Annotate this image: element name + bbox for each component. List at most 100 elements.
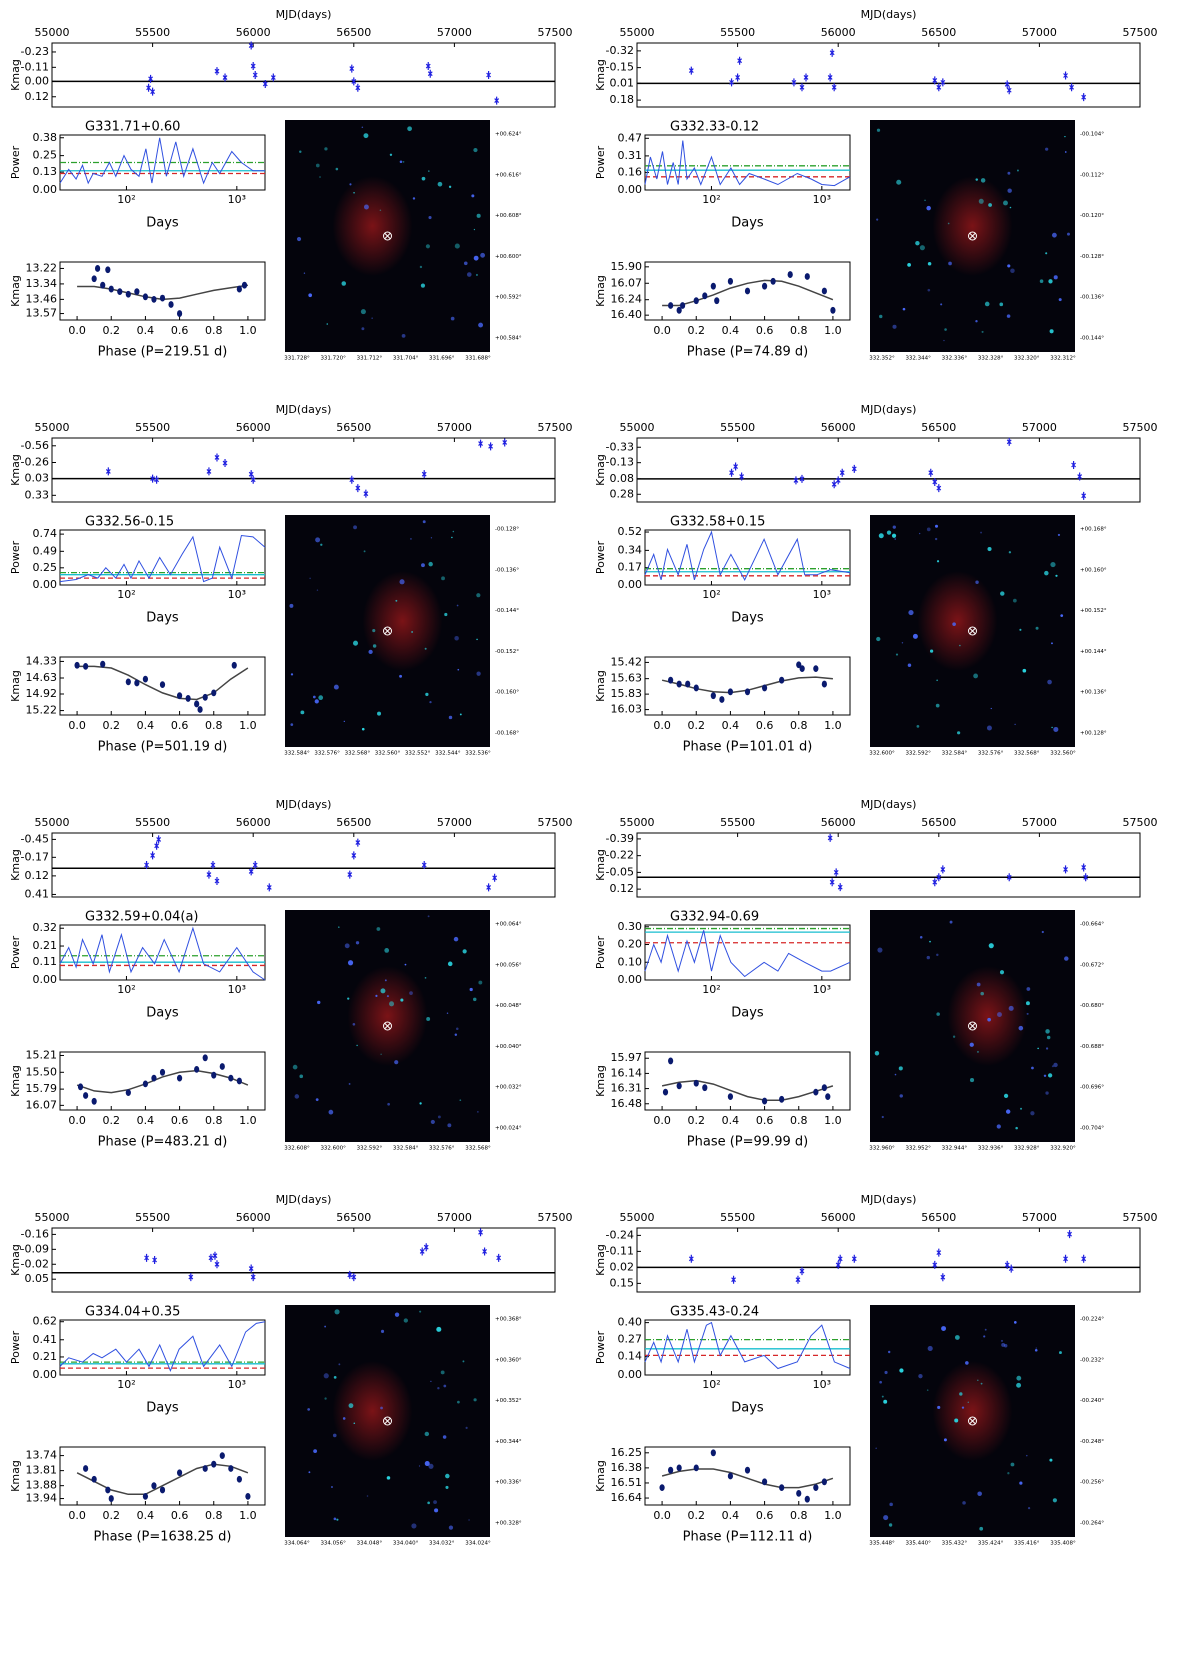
star — [437, 1115, 441, 1119]
star — [1045, 252, 1048, 255]
plot-frame — [59, 924, 266, 981]
y-tick-label: 14.92 — [26, 687, 58, 700]
star — [299, 1074, 304, 1079]
plot-frame — [644, 529, 851, 586]
image-y-label: +00.040° — [495, 1044, 522, 1050]
star — [1045, 1029, 1050, 1034]
star — [380, 988, 386, 994]
y-tick-label: 14.63 — [26, 671, 58, 684]
data-point — [208, 1253, 214, 1262]
x-axis-label: MJD(days) — [861, 8, 917, 21]
x-tick-label: 56000 — [236, 816, 271, 829]
x-tick-label: 10² — [117, 588, 135, 601]
image-y-label: +00.048° — [495, 1003, 522, 1009]
data-point — [799, 665, 805, 672]
star — [348, 1403, 354, 1409]
x-tick-label: 1.0 — [239, 719, 257, 732]
data-point — [347, 1270, 353, 1279]
y-tick-label: 0.12 — [25, 869, 50, 882]
star — [443, 1384, 447, 1388]
image-x-label: 332.344° — [905, 356, 931, 362]
star — [934, 524, 939, 528]
data-point — [219, 1452, 225, 1459]
x-tick-label: 0.4 — [722, 324, 740, 337]
star — [1030, 1111, 1035, 1116]
star — [445, 1473, 450, 1479]
data-point — [222, 73, 228, 82]
plot-frame — [59, 261, 266, 321]
x-tick-label: 0.6 — [756, 1114, 774, 1127]
data-point — [744, 1466, 751, 1474]
power-line — [644, 530, 851, 582]
data-point — [197, 706, 203, 713]
star — [379, 209, 382, 212]
data-point — [154, 841, 160, 850]
y-tick-label: 0.74 — [33, 527, 58, 540]
data-point — [693, 1464, 699, 1472]
star — [1045, 1047, 1049, 1050]
star — [410, 538, 412, 540]
image-y-label: -00.168° — [495, 731, 519, 737]
data-point — [839, 468, 845, 477]
x-axis-label: MJD(days) — [276, 1193, 332, 1206]
star — [426, 1017, 431, 1021]
data-point — [827, 833, 833, 842]
image-y-label: -00.264° — [1080, 1521, 1104, 1527]
y-tick-label: 16.38 — [611, 1461, 643, 1474]
y-axis-label: Kmag — [9, 849, 22, 881]
data-point — [150, 87, 156, 96]
x-tick-label: 0.0 — [68, 719, 86, 732]
sky-image — [870, 910, 1075, 1142]
star — [376, 927, 381, 931]
star — [471, 194, 475, 198]
star — [361, 727, 365, 731]
y-axis-label: Kmag — [9, 1460, 22, 1492]
star — [419, 265, 423, 269]
x-tick-label: 55500 — [720, 1211, 755, 1224]
x-axis-label: MJD(days) — [861, 403, 917, 416]
star — [419, 1102, 422, 1105]
data-point — [1004, 80, 1010, 89]
star — [319, 176, 321, 178]
star — [475, 273, 478, 276]
data-point — [248, 867, 254, 876]
star — [1064, 135, 1066, 138]
data-point — [803, 73, 809, 82]
x-tick-label: 0.8 — [205, 719, 223, 732]
emission-region — [947, 966, 1028, 1066]
star — [1019, 1481, 1023, 1485]
data-point — [932, 878, 938, 887]
y-axis-label: Kmag — [594, 670, 607, 702]
y-tick-label: 0.12 — [610, 882, 635, 895]
image-y-label: -00.128° — [495, 527, 519, 533]
y-axis-label: Kmag — [594, 1244, 607, 1276]
image-x-label: 332.592° — [357, 1146, 383, 1152]
image-y-label: -00.104° — [1080, 132, 1104, 138]
data-point — [831, 480, 837, 489]
star — [878, 533, 884, 539]
star — [454, 1033, 458, 1036]
data-point — [194, 1066, 200, 1073]
star — [316, 589, 319, 591]
x-tick-label: 0.6 — [171, 1114, 189, 1127]
data-point — [159, 1068, 166, 1076]
image-y-label: +00.328° — [495, 1521, 522, 1527]
x-tick-label: 0.6 — [171, 324, 189, 337]
data-point — [228, 1074, 234, 1082]
x-tick-label: 0.8 — [790, 324, 808, 337]
y-tick-label: 15.22 — [26, 704, 58, 717]
data-point — [659, 1484, 665, 1491]
data-point — [693, 1079, 699, 1087]
x-tick-label: 57500 — [1123, 816, 1158, 829]
image-y-label: -00.704° — [1080, 1126, 1104, 1132]
x-tick-label: 57500 — [538, 26, 573, 39]
y-tick-label: 0.49 — [33, 544, 58, 557]
data-point — [831, 83, 837, 92]
x-tick-label: 55500 — [135, 816, 170, 829]
image-x-label: 332.576° — [978, 751, 1004, 757]
x-axis-label: Days — [731, 611, 764, 626]
x-axis-label: MJD(days) — [276, 403, 332, 416]
star — [940, 303, 943, 306]
star — [292, 1064, 298, 1070]
